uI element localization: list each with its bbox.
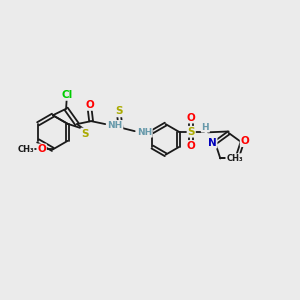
Text: S: S	[188, 127, 195, 137]
Text: CH₃: CH₃	[17, 145, 34, 154]
Text: S: S	[115, 106, 123, 116]
Text: O: O	[241, 136, 249, 146]
Text: O: O	[37, 144, 46, 154]
Text: CH₃: CH₃	[226, 154, 243, 163]
Text: O: O	[187, 112, 196, 123]
Text: NH: NH	[107, 121, 123, 130]
Text: NH: NH	[137, 128, 152, 137]
Text: Cl: Cl	[61, 90, 72, 100]
Text: S: S	[81, 128, 89, 139]
Text: O: O	[85, 100, 94, 110]
Text: H: H	[202, 123, 209, 132]
Text: O: O	[187, 141, 196, 151]
Text: N: N	[208, 138, 217, 148]
